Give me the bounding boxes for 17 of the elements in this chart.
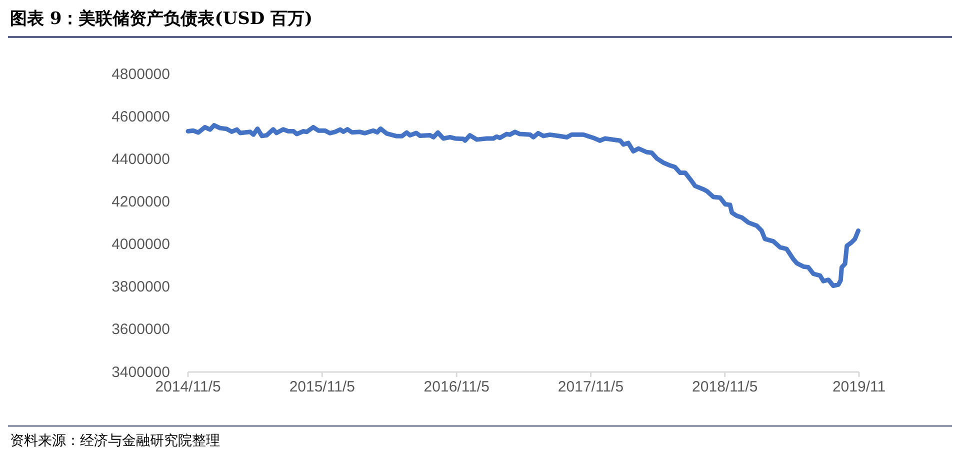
x-tick-label: 2019/11 — [832, 378, 886, 396]
y-tick-label: 4400000 — [112, 150, 170, 168]
x-tick-label: 2018/11/5 — [692, 378, 758, 396]
y-tick-label: 3400000 — [112, 364, 170, 381]
line-series — [186, 123, 861, 288]
y-tick-label: 3800000 — [112, 278, 170, 296]
x-tick-label: 2017/11/5 — [558, 378, 624, 396]
x-tick-label: 2014/11/5 — [155, 378, 221, 396]
y-tick-label: 3600000 — [112, 321, 170, 338]
y-tick-label: 4600000 — [112, 108, 170, 126]
y-tick-label: 4000000 — [112, 236, 170, 254]
y-tick-label: 4800000 — [112, 66, 170, 83]
x-tick-label: 2016/11/5 — [424, 378, 490, 396]
chart-title: 图表 9：美联储资产负债表(USD 百万) — [10, 9, 313, 29]
y-tick-label: 4200000 — [112, 194, 170, 211]
x-tick-label: 2015/11/5 — [289, 378, 355, 396]
text: 资料来源：经济与金融研究院整理 — [10, 433, 220, 449]
